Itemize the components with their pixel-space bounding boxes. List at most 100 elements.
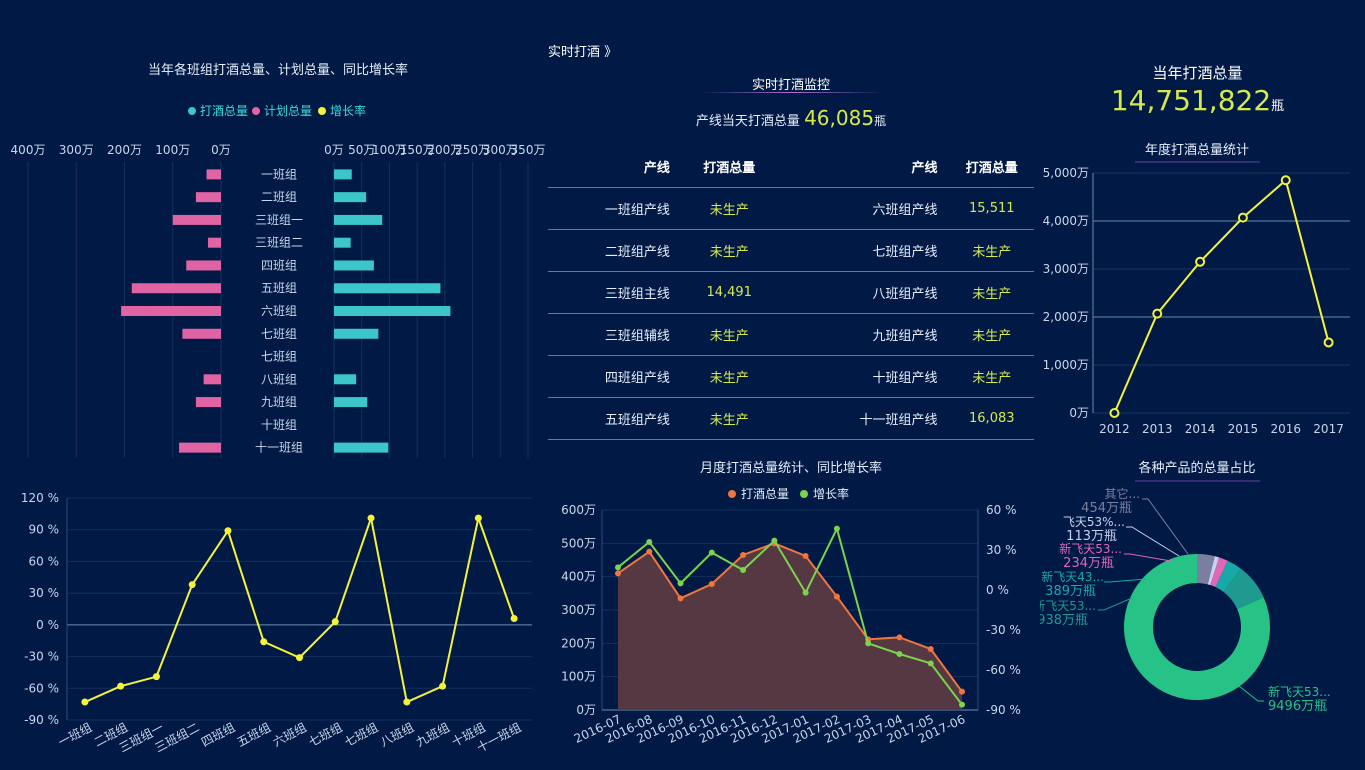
slice-label-value: 9496万瓶 [1268, 699, 1327, 714]
total-point [615, 570, 621, 577]
bar-actual [334, 169, 352, 180]
today-total: 产线当天打酒总量 46,085瓶 [548, 106, 1034, 130]
growth-point [927, 660, 934, 667]
data-point [188, 581, 196, 589]
bar-plan [195, 397, 221, 408]
tick-label: 400万 [11, 143, 46, 157]
line-name: 四班组产线 [548, 355, 682, 398]
line-name: 三班组主线 [548, 271, 682, 314]
tick-label: 300万 [59, 143, 94, 157]
x-tick-label: 2014 [1185, 422, 1216, 436]
line-total: 未生产 [681, 355, 777, 398]
category-label: 七班组 [261, 350, 297, 364]
bar-plan [172, 214, 221, 225]
x-tick-label: 七班组 [342, 720, 380, 749]
x-tick-label: 五班组 [235, 720, 273, 749]
total-point [677, 595, 684, 602]
total-point [740, 552, 747, 558]
label-leader [1126, 526, 1180, 557]
realtime-link[interactable]: 实时打酒 》 [548, 45, 618, 60]
pie-slice [1124, 554, 1270, 700]
bar-plan [179, 442, 221, 453]
monitor-title: 实时打酒监控 [751, 78, 830, 93]
y-tick-label: 1,000万 [1043, 358, 1089, 372]
tick-label: 0万 [211, 143, 231, 157]
line-total: 未生产 [949, 313, 1034, 356]
grand-total: 14,751,822瓶 [1040, 84, 1355, 117]
bar-actual [334, 374, 357, 385]
today-label: 产线当天打酒总量 [695, 114, 800, 129]
y-tick-label: 120 % [21, 491, 59, 505]
data-point [1280, 175, 1291, 186]
slice-label-value: 234万瓶 [1063, 556, 1114, 571]
tick-label: 50万 [348, 143, 375, 157]
growth-point [833, 525, 840, 532]
col-header-line: 产线 [776, 145, 950, 188]
line-name: 八班组产线 [776, 271, 950, 314]
y-right-tick-label: -90 % [986, 703, 1021, 717]
y-tick-label: 60 % [29, 554, 60, 568]
total-point [927, 646, 934, 652]
growth-point [959, 701, 965, 708]
line-name: 二班组产线 [548, 229, 682, 272]
slice-label-value: 454万瓶 [1081, 501, 1132, 516]
bar-actual [334, 237, 351, 248]
x-tick-label: 2015 [1228, 422, 1259, 436]
category-label: 九班组 [261, 395, 297, 409]
y-tick-label: 0万 [1069, 406, 1089, 420]
team-growth-chart: 120 %90 %60 %30 %0 %-30 %-60 %-90 %一班组二班… [21, 491, 532, 755]
x-tick-label: 八班组 [378, 720, 416, 749]
data-point [152, 673, 160, 681]
growth-point [802, 589, 809, 596]
x-tick-label: 九班组 [414, 720, 452, 749]
y-right-tick-label: 60 % [986, 503, 1017, 517]
table-row: 五班组产线 未生产 十一班组产线 16,083 [548, 397, 1034, 440]
category-label: 五班组 [261, 281, 297, 295]
legend-marker [188, 107, 196, 115]
growth-point [677, 580, 684, 587]
category-label: 三班组一 [255, 213, 303, 227]
pie-slice [1197, 554, 1215, 585]
growth-point [708, 549, 715, 556]
growth-line [617, 525, 963, 706]
pie-slice [1215, 560, 1241, 592]
y-tick-label: 0 % [36, 618, 59, 632]
pie-slice [1223, 568, 1264, 610]
tick-label: 300万 [483, 143, 518, 157]
data-point [1195, 256, 1206, 267]
bar-plan [131, 283, 221, 294]
total-point [646, 548, 653, 555]
line-name: 三班组辅线 [548, 313, 682, 356]
bar-plan [182, 328, 221, 339]
table-row: 一班组产线 未生产 六班组产线 15,511 [548, 187, 1034, 230]
line-total: 未生产 [681, 187, 777, 230]
legend-label: 增长率 [813, 486, 849, 501]
line-name: 一班组产线 [548, 187, 682, 230]
category-label: 四班组 [261, 258, 297, 272]
line-total: 16,083 [949, 397, 1034, 440]
growth-point [615, 564, 621, 571]
data-point [367, 514, 375, 522]
y-tick-label: 0万 [576, 703, 596, 717]
y-tick-label: 3,000万 [1043, 262, 1089, 276]
legend-label: 增长率 [330, 103, 366, 118]
legend-label: 打酒总量 [741, 487, 789, 501]
data-point [474, 514, 482, 522]
y-tick-label: 5,000万 [1043, 166, 1089, 180]
data-point [81, 698, 89, 706]
bar-actual [334, 260, 374, 271]
today-unit: 瓶 [874, 114, 887, 128]
line-name: 十一班组产线 [776, 397, 950, 440]
table-row: 三班组辅线 未生产 九班组产线 未生产 [548, 313, 1034, 356]
x-tick-label: 四班组 [199, 720, 237, 749]
data-point [1152, 308, 1163, 319]
legend-label: 计划总量 [264, 104, 312, 118]
slice-label-value: 113万瓶 [1066, 529, 1117, 544]
growth-point [740, 567, 747, 573]
y-right-tick-label: 0 % [986, 583, 1009, 597]
y-tick-label: 400万 [561, 570, 596, 584]
growth-point [896, 651, 903, 657]
bar-plan [195, 192, 221, 203]
yearly-line [1113, 178, 1330, 414]
